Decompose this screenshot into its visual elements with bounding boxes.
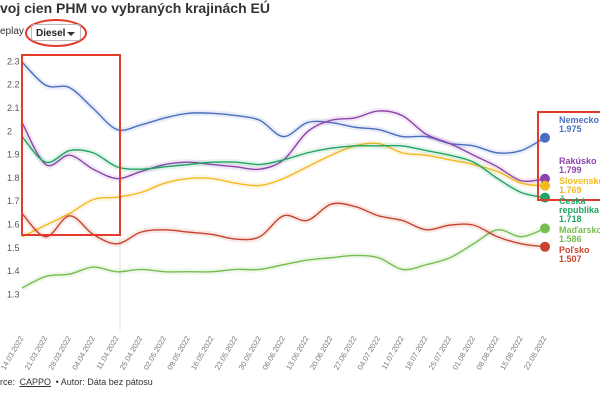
- chart-title: voj cien PHM vo vybraných krajinách EÚ: [0, 0, 270, 16]
- y-tick-label: 2: [7, 126, 12, 136]
- footer: rce: CAPPO • Autor: Dáta bez pátosu: [0, 377, 153, 387]
- x-tick-label: 27.06.2022: [332, 334, 359, 371]
- end-dot: [540, 192, 550, 203]
- y-tick-label: 2.3: [7, 56, 20, 66]
- y-tick-label: 1.5: [7, 243, 20, 253]
- x-tick-label: 01.08.2022: [451, 334, 478, 371]
- x-tick-label: 11.07.2022: [380, 334, 406, 371]
- line-glow: [19, 59, 547, 157]
- x-tick-label: 15.08.2022: [498, 334, 525, 371]
- replay-button[interactable]: eplay: [0, 26, 24, 37]
- fuel-dropdown[interactable]: Diesel: [31, 24, 81, 41]
- series-line: [21, 202, 546, 248]
- x-tick-label: 02.05.2022: [142, 334, 169, 371]
- end-dot: [540, 241, 550, 252]
- y-tick-label: 1.9: [7, 150, 20, 160]
- legend-name: Maďarsko: [559, 224, 600, 235]
- series-label: Poľsko 1.507: [559, 244, 600, 264]
- highlight-ellipse: [25, 19, 87, 47]
- x-tick-label: 13.06.2022: [284, 334, 311, 371]
- x-tick-label: 18.07.2022: [403, 334, 430, 371]
- value-label: 1.507: [559, 253, 582, 264]
- legend-name: Česká republika: [559, 195, 600, 215]
- x-tick-label: 25.07.2022: [427, 334, 454, 371]
- highlight-box: [537, 111, 600, 201]
- end-dot: [540, 180, 550, 191]
- x-tick-label: 22.08.2022: [522, 334, 549, 371]
- series-line: [21, 227, 546, 289]
- x-tick-label: 25.04.2022: [118, 334, 145, 371]
- series-label: Slovensko 1.769: [559, 175, 600, 195]
- x-tick-label: 09.05.2022: [165, 334, 192, 371]
- source: rce:: [0, 377, 16, 387]
- x-tick-label: 20.06.2022: [308, 334, 335, 371]
- series-label: Nemecko 1.975: [559, 114, 600, 134]
- end-dot: [540, 132, 550, 143]
- plot: 1.3 1.4 1.5 1.6 1.7 1.8 1.9 2 2.1 2.2 2.3 14.03.202…: [0, 56, 550, 372]
- source-link[interactable]: CAPPO: [19, 377, 52, 387]
- series-label: Česká republika 1.718: [559, 195, 600, 224]
- end-dot: [540, 223, 550, 234]
- x-tick-label: 21.03.2022: [23, 334, 50, 371]
- x-tick-label: 28.03.2022: [46, 334, 73, 371]
- dropdown-value: Diesel: [36, 28, 66, 39]
- value-label: 1.975: [559, 123, 582, 134]
- y-tick-label: 1.8: [7, 173, 20, 183]
- highlight-box: [21, 54, 121, 236]
- legend-name: Nemecko: [559, 114, 600, 125]
- x-tick-label: 16.05.2022: [189, 334, 216, 371]
- x-tick-label: 06.06.2022: [260, 334, 287, 371]
- x-tick-label: 04.04.2022: [70, 334, 97, 371]
- y-tick-label: 1.4: [7, 266, 20, 276]
- series-label: Maďarsko 1.586: [559, 224, 600, 244]
- y-tick-label: 1.6: [7, 220, 20, 230]
- y-tick-label: 1.7: [7, 196, 20, 206]
- value-label: 1.799: [559, 164, 582, 175]
- legend-name: Rakúsko: [559, 155, 597, 166]
- value-label: 1.586: [559, 233, 582, 244]
- line-glow: [19, 200, 546, 250]
- series-line: [21, 136, 546, 199]
- y-tick-label: 2.2: [7, 80, 20, 90]
- legend-name: Poľsko: [559, 244, 590, 255]
- author: • Autor: Dáta bez pátosu: [55, 377, 153, 387]
- series-label: Rakúsko 1.799: [559, 155, 600, 175]
- x-tick-label: 08.08.2022: [474, 334, 501, 371]
- series-line: [21, 142, 546, 238]
- value-label: 1.718: [559, 213, 582, 224]
- x-tick-label: 11.04.2022: [94, 334, 120, 371]
- legend-name: Slovensko: [559, 175, 600, 186]
- value-label: 1.769: [559, 184, 582, 195]
- series-line: [21, 61, 546, 154]
- x-tick-label: 30.05.2022: [237, 334, 264, 371]
- x-tick-label: 04.07.2022: [355, 334, 382, 371]
- y-tick-label: 2.1: [7, 103, 20, 113]
- x-tick-label: 23.05.2022: [213, 334, 240, 371]
- end-dot: [540, 173, 550, 184]
- x-tick-label: 14.03.2022: [0, 334, 25, 371]
- y-tick-label: 1.3: [7, 289, 20, 299]
